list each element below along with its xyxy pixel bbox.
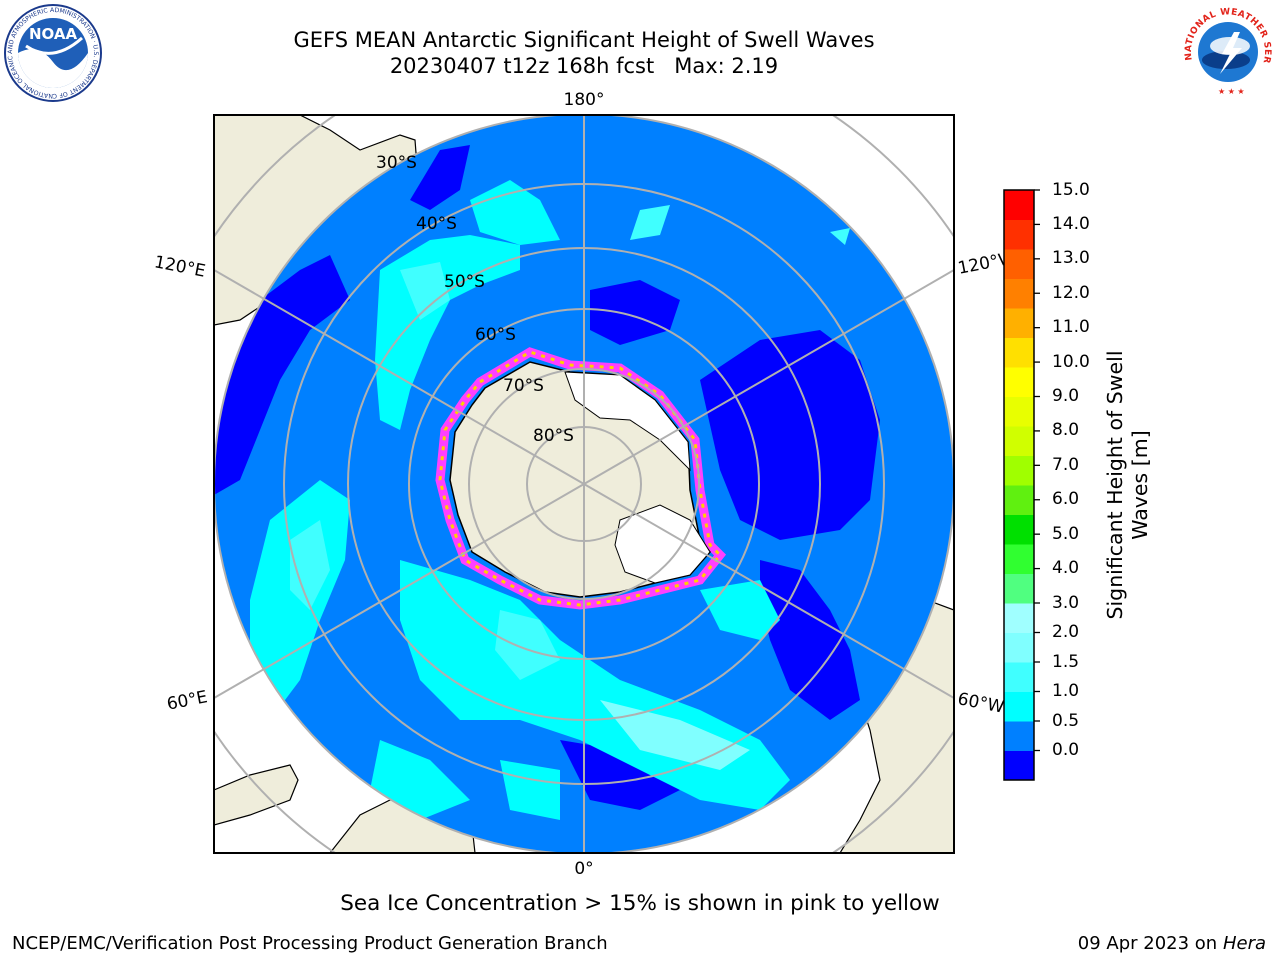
colorbar-bin bbox=[1004, 190, 1034, 220]
colorbar-tick-label: 3.0 bbox=[1052, 592, 1080, 613]
colorbar-bin bbox=[1004, 573, 1034, 604]
colorbar-tick-label: 8.0 bbox=[1052, 420, 1080, 441]
lat-label-80s: 80°S bbox=[533, 426, 574, 446]
colorbar-bin bbox=[1004, 485, 1034, 515]
colorbar-tick-label: 13.0 bbox=[1052, 248, 1090, 269]
colorbar-tick-label: 4.0 bbox=[1052, 558, 1080, 579]
meridian-label-0: 0° bbox=[574, 859, 593, 879]
colorbar-bin bbox=[1004, 219, 1034, 250]
colorbar-tick-label: 0.0 bbox=[1052, 740, 1080, 760]
colorbar-bin bbox=[1004, 632, 1034, 663]
colorbar-tick-label: 9.0 bbox=[1052, 386, 1080, 406]
noaa-logo: NATIONAL OCEANIC AND ATMOSPHERIC ADMINIS… bbox=[2, 2, 102, 102]
footer-credit: NCEP/EMC/Verification Post Processing Pr… bbox=[12, 933, 608, 954]
chart-subtitle: 20230407 t12z 168h fcst Max: 2.19 bbox=[389, 54, 779, 78]
colorbar-bin bbox=[1004, 544, 1034, 574]
colorbar-bin bbox=[1004, 367, 1034, 397]
colorbar-bin bbox=[1004, 603, 1034, 633]
colorbar-bin bbox=[1004, 426, 1034, 456]
colorbar-tick-label: 11.0 bbox=[1052, 317, 1090, 338]
sea-ice-note: Sea Ice Concentration > 15% is shown in … bbox=[340, 891, 940, 916]
colorbar-bin bbox=[1004, 249, 1034, 279]
colorbar-bin bbox=[1004, 455, 1034, 486]
meridian-label-60w: 60°W bbox=[956, 689, 1006, 718]
colorbar-tick-label: 1.0 bbox=[1052, 681, 1080, 701]
lat-label-30s: 30°S bbox=[376, 153, 417, 173]
meridian-label-60e: 60°E bbox=[165, 687, 209, 714]
colorbar-bin bbox=[1004, 396, 1034, 427]
footer-host: Hera bbox=[1222, 933, 1266, 954]
graticule bbox=[214, 115, 954, 853]
colorbar-bin bbox=[1004, 308, 1034, 338]
colorbar-tick-label: 7.0 bbox=[1052, 454, 1080, 475]
colorbar-bin bbox=[1004, 514, 1034, 545]
colorbar-bin bbox=[1004, 750, 1034, 781]
colorbar-tick-label: 14.0 bbox=[1052, 213, 1090, 234]
lat-label-40s: 40°S bbox=[416, 214, 457, 234]
footer-date-text: 09 Apr 2023 on bbox=[1077, 933, 1223, 954]
colorbar-tick-label: 0.5 bbox=[1052, 710, 1080, 731]
colorbar-tick-label: 6.0 bbox=[1052, 489, 1080, 510]
colorbar-frame bbox=[1003, 189, 1035, 781]
colorbar-tick-label: 2.0 bbox=[1052, 622, 1080, 642]
colorbar-label: Significant Height of Swell Waves [m] bbox=[1103, 350, 1152, 620]
nws-logo: NATIONAL WEATHER SERVICE ★ ★ ★ bbox=[1178, 2, 1275, 99]
meridian-label-180: 180° bbox=[564, 90, 605, 110]
colorbar-bin bbox=[1004, 721, 1034, 751]
lat-label-60s: 60°S bbox=[475, 325, 516, 345]
sea-ice-edge bbox=[435, 347, 727, 610]
colorbar-bin bbox=[1004, 662, 1034, 692]
ronne-ice-shelf bbox=[614, 504, 711, 584]
colorbar-bin bbox=[1004, 278, 1034, 309]
colorbar bbox=[1003, 189, 1040, 781]
chart-title: GEFS MEAN Antarctic Significant Height o… bbox=[293, 28, 875, 52]
meridian-60e-120w bbox=[214, 269, 954, 699]
swell-field bbox=[214, 145, 880, 820]
colorbar-tick-label: 1.5 bbox=[1052, 651, 1080, 672]
lat-label-50s: 50°S bbox=[444, 272, 485, 292]
ross-ice-shelf bbox=[564, 371, 691, 472]
noaa-logo-text: NOAA bbox=[29, 25, 78, 43]
footer-date: 09 Apr 2023 on Hera bbox=[1078, 933, 1266, 954]
colorbar-tick-label: 12.0 bbox=[1052, 282, 1090, 303]
meridian-label-120e: 120°E bbox=[153, 252, 208, 281]
colorbar-tick-label: 5.0 bbox=[1052, 523, 1080, 544]
colorbar-bin bbox=[1004, 691, 1034, 722]
colorbar-bin bbox=[1004, 337, 1034, 368]
map-frame bbox=[213, 114, 955, 854]
svg-text:★ ★ ★: ★ ★ ★ bbox=[1218, 87, 1245, 96]
colorbar-tick-label: 10.0 bbox=[1052, 351, 1090, 372]
colorbar-tick-label: 15.0 bbox=[1052, 179, 1090, 200]
lat-label-70s: 70°S bbox=[503, 376, 544, 396]
